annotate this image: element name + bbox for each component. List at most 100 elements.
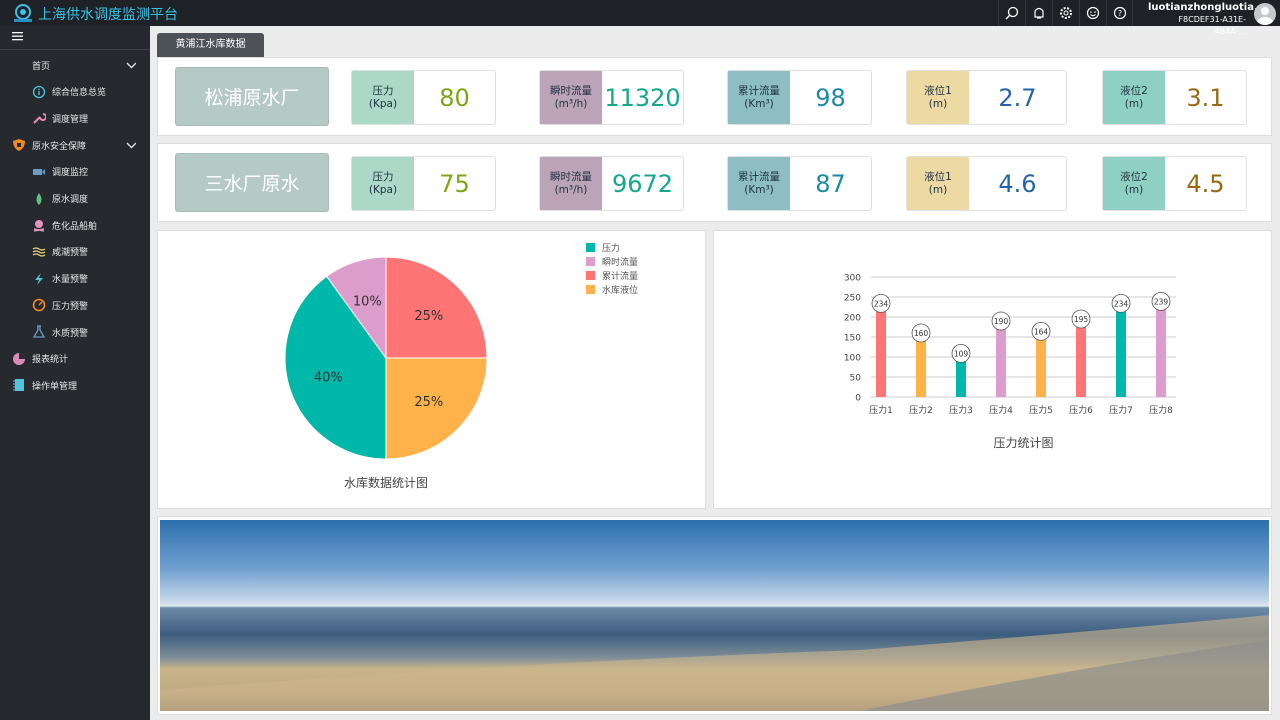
metric-value: 9672 xyxy=(611,169,674,198)
bar xyxy=(1156,301,1166,397)
waves-icon xyxy=(32,245,46,259)
metric-card: 液位2 (m) 3.1 xyxy=(1102,70,1247,125)
logo-icon xyxy=(14,4,32,22)
sidebar-item[interactable]: 首页 xyxy=(12,52,50,78)
station-name: 松浦原水厂 xyxy=(175,67,329,126)
avatar[interactable] xyxy=(1254,3,1276,25)
metric-unit: (Kpa) xyxy=(368,97,398,110)
metric-label: 液位2 xyxy=(1120,84,1148,97)
metric-card: 液位2 (m) 4.5 xyxy=(1102,156,1247,211)
metric-label: 累计流量 xyxy=(738,84,780,97)
pie-slice xyxy=(284,275,387,460)
station-name: 三水厂原水 xyxy=(175,153,329,212)
x-tick-label: 压力6 xyxy=(1069,404,1093,416)
sidebar-item[interactable]: 操作单管理 xyxy=(12,372,77,398)
reservoir-photo xyxy=(160,520,1269,711)
metric-card: 瞬时流量 (m³/h) 11320 xyxy=(539,70,684,125)
y-tick-label: 150 xyxy=(844,334,861,344)
metric-unit: (m) xyxy=(1124,183,1144,196)
bar xyxy=(956,353,966,397)
x-tick-label: 压力2 xyxy=(909,404,933,416)
search-icon xyxy=(1005,6,1019,20)
skull-icon xyxy=(32,218,46,232)
notification-button[interactable] xyxy=(1025,0,1052,26)
sidebar-item-label: 水质预警 xyxy=(52,328,89,339)
data-label-bubble xyxy=(1031,322,1051,341)
pie-label: 40% xyxy=(314,371,343,386)
y-tick-label: 200 xyxy=(844,314,861,324)
user-id: F8CDEF31-A31E-4B4A-... xyxy=(1178,15,1246,36)
legend-swatch xyxy=(586,243,595,252)
metric-label: 瞬时流量 xyxy=(550,84,592,97)
sidebar-item[interactable]: 原水安全保障 xyxy=(12,132,86,158)
notebook-icon xyxy=(12,378,26,392)
bar xyxy=(1076,319,1086,397)
data-label: 234 xyxy=(1114,299,1129,308)
sidebar-item[interactable]: 水质预警 xyxy=(32,319,88,345)
user-menu[interactable]: luotianzhongluotia... F8CDEF31-A31E-4B4A… xyxy=(1148,2,1266,38)
pie-chart-panel: 40% 压力 10% 瞬时流量 25% 累计流量 25% 水库液位 水库数据统计图 xyxy=(157,230,706,509)
bar xyxy=(1036,331,1046,397)
bolt-icon xyxy=(32,272,46,286)
sidebar-item-label: 综合信息总览 xyxy=(52,88,107,99)
settings-button[interactable] xyxy=(1052,0,1079,26)
wrench-icon xyxy=(32,111,46,125)
search-button[interactable] xyxy=(998,0,1025,26)
bar xyxy=(916,333,926,397)
x-tick-label: 压力3 xyxy=(949,404,973,416)
hamburger-icon xyxy=(12,32,23,41)
menu-toggle[interactable] xyxy=(0,26,150,50)
shield-icon xyxy=(12,138,26,152)
sidebar-item[interactable]: 危化品船舶 xyxy=(32,212,97,238)
sidebar-item-label: 水量预警 xyxy=(52,275,89,286)
sidebar-item[interactable]: 综合信息总览 xyxy=(32,79,106,105)
metric-label: 液位1 xyxy=(924,84,952,97)
chevron-down-icon[interactable] xyxy=(126,132,136,158)
svg-text:?: ? xyxy=(1117,9,1121,18)
chart-title: 压力统计图 xyxy=(993,436,1053,450)
sidebar-item[interactable]: 咸潮预警 xyxy=(32,239,88,265)
help-button[interactable]: ? xyxy=(1106,0,1133,26)
bar xyxy=(876,303,886,397)
sidebar-item-label: 首页 xyxy=(32,61,51,72)
feedback-button[interactable] xyxy=(1079,0,1106,26)
metric-label: 瞬时流量 xyxy=(550,170,592,183)
legend-swatch xyxy=(586,257,595,266)
data-label-bubble xyxy=(951,344,971,363)
metric-value: 3.1 xyxy=(1186,83,1225,112)
legend-label: 累计流量 xyxy=(602,270,638,282)
user-name: luotianzhongluotia... xyxy=(1148,2,1266,13)
y-tick-label: 0 xyxy=(855,394,861,404)
sidebar-item[interactable]: 调度监控 xyxy=(32,159,88,185)
metric-unit: (Km³) xyxy=(744,183,774,196)
sidebar-item[interactable]: 水量预警 xyxy=(32,266,88,292)
chart-title: 水库数据统计图 xyxy=(344,475,428,490)
sidebar-item-label: 压力预警 xyxy=(52,301,89,312)
metric-value: 4.5 xyxy=(1186,169,1225,198)
station-row: 三水厂原水 压力 (Kpa) 75 瞬时流量 (m³/h) 9672 累计流量 (Km… xyxy=(157,143,1272,222)
data-label: 234 xyxy=(874,299,889,308)
data-label: 164 xyxy=(1034,327,1049,336)
help-icon: ? xyxy=(1113,6,1126,20)
sidebar-item[interactable]: 原水调度 xyxy=(32,186,88,212)
sidebar-item[interactable]: 调度管理 xyxy=(32,105,88,131)
sidebar-item[interactable]: 压力预警 xyxy=(32,292,88,318)
metric-label: 累计流量 xyxy=(738,170,780,183)
x-tick-label: 压力1 xyxy=(869,404,893,416)
legend-label: 压力 xyxy=(602,242,620,254)
tab-huangpu-reservoir[interactable]: 黄浦江水库数据 xyxy=(157,33,264,57)
legend-label: 瞬时流量 xyxy=(602,256,638,268)
metric-label: 压力 xyxy=(372,170,394,183)
legend-swatch xyxy=(586,285,595,294)
sidebar-item[interactable]: 报表统计 xyxy=(12,346,68,372)
metric-value: 4.6 xyxy=(998,169,1037,198)
app-title: 上海供水调度监测平台 xyxy=(38,7,178,23)
top-bar: 上海供水调度监测平台 ? luotianzhongluotia... F8CDE… xyxy=(0,0,1280,36)
chevron-down-icon[interactable] xyxy=(126,52,136,78)
data-label: 195 xyxy=(1074,315,1089,324)
bar xyxy=(1116,303,1126,397)
legend-swatch xyxy=(586,271,595,280)
data-label: 160 xyxy=(914,329,929,338)
data-label: 190 xyxy=(994,317,1009,326)
metric-unit: (Km³) xyxy=(744,97,774,110)
